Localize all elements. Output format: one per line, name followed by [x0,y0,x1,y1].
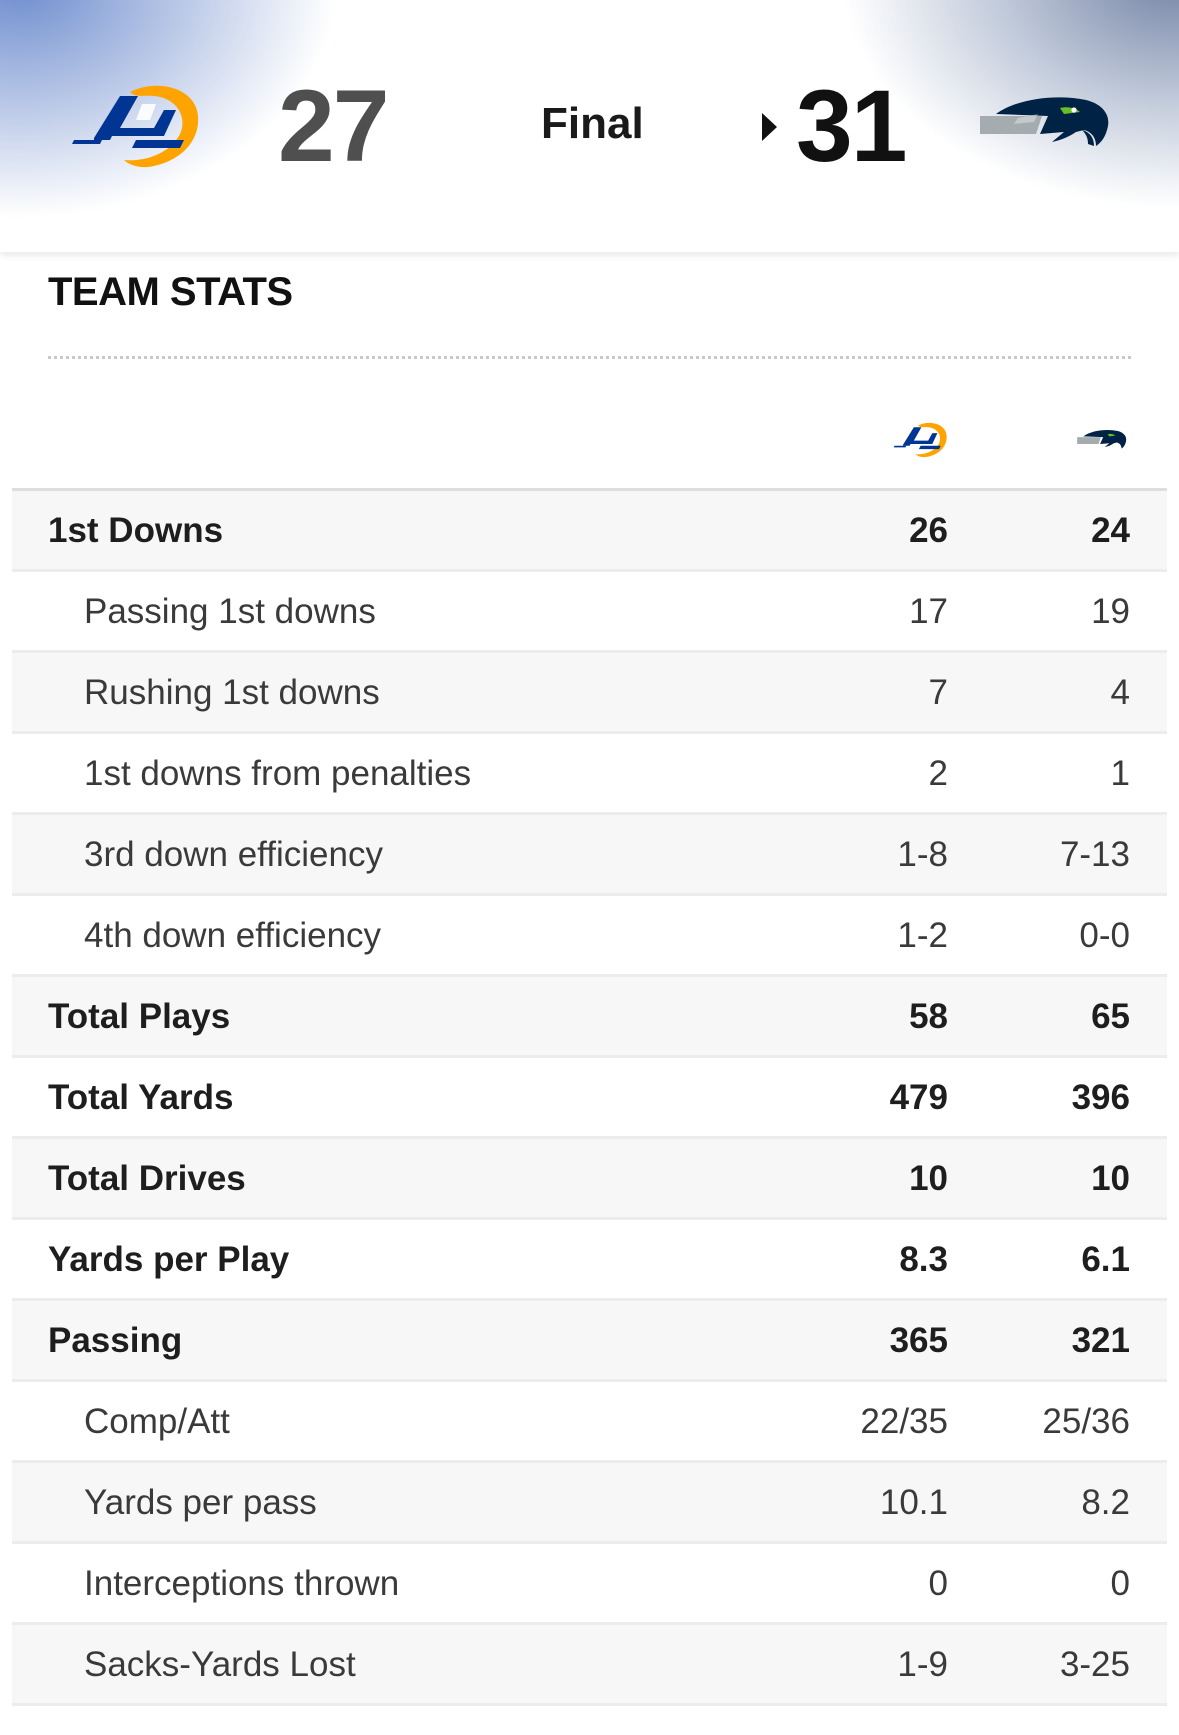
stat-value-away: 2 [928,754,948,793]
stat-label: Passing [48,1321,183,1360]
stat-row: Passing 365 321 [12,1301,1167,1382]
away-team-score: 27 [278,69,389,183]
stat-label: 4th down efficiency [84,916,382,955]
stat-value-home: 6.1 [1081,1240,1130,1279]
stat-value-away: 26 [909,511,948,550]
stat-value-home: 7-13 [1059,835,1130,874]
stat-row: Total Drives 10 10 [12,1139,1167,1220]
stat-value-home: 25/36 [1042,1402,1130,1441]
stat-value-away: 22/35 [860,1402,948,1441]
stat-label: Comp/Att [84,1402,230,1441]
stat-value-away: 10.1 [879,1483,948,1522]
stat-label: Rushing 1st downs [84,673,380,712]
stat-value-home: 4 [1110,673,1130,712]
stat-label: 3rd down efficiency [84,835,383,874]
scoreboard-header: 27 Final 31 [0,0,1179,252]
triangle-right-icon [762,113,777,141]
stat-value-home: 3-25 [1059,1645,1130,1684]
stat-value-away: 1-8 [897,835,948,874]
stat-value-away: 0 [928,1564,948,1603]
stat-value-home: 24 [1091,511,1130,550]
stat-value-away: 58 [909,997,948,1036]
table-header-line [12,488,1167,491]
stat-value-away: 8.3 [899,1240,948,1279]
team-stats-table: 1st Downs 26 24 Passing 1st downs 17 19 Rushin… [12,491,1167,1706]
game-status: Final [541,99,644,148]
stat-value-away: 7 [928,673,948,712]
team-stats-title: TEAM STATS [48,270,293,314]
stat-value-home: 321 [1071,1321,1130,1360]
stat-label: Passing 1st downs [84,592,376,631]
stat-row: 1st downs from penalties 2 1 [12,734,1167,815]
stat-value-home: 0 [1110,1564,1130,1603]
section-divider [48,356,1131,359]
stat-label: 1st downs from penalties [84,754,472,793]
stat-row: 4th down efficiency 1-2 0-0 [12,896,1167,977]
seattle-seahawks-logo-icon[interactable] [978,92,1112,160]
stat-row: Comp/Att 22/35 25/36 [12,1382,1167,1463]
stat-label: Total Plays [48,997,231,1036]
la-rams-logo-icon[interactable] [72,74,202,174]
stat-value-home: 19 [1091,592,1130,631]
stat-row: Rushing 1st downs 7 4 [12,653,1167,734]
stat-value-home: 1 [1110,754,1130,793]
stat-label: Yards per pass [84,1483,317,1522]
stat-row: Total Plays 58 65 [12,977,1167,1058]
stat-row: Total Yards 479 396 [12,1058,1167,1139]
seattle-seahawks-column-icon [1077,430,1127,449]
stat-row: Sacks-Yards Lost 1-9 3-25 [12,1625,1167,1706]
stat-label: Total Yards [48,1078,234,1117]
stat-value-away: 17 [909,592,948,631]
stat-row: 3rd down efficiency 1-8 7-13 [12,815,1167,896]
stat-value-away: 365 [889,1321,948,1360]
stat-label: 1st Downs [48,511,224,550]
stat-value-away: 479 [889,1078,948,1117]
home-team-score: 31 [796,69,907,183]
stat-label: Sacks-Yards Lost [84,1645,356,1684]
stat-value-home: 396 [1071,1078,1130,1117]
stat-label: Interceptions thrown [84,1564,400,1603]
stat-row: Interceptions thrown 0 0 [12,1544,1167,1625]
stat-row: Yards per pass 10.1 8.2 [12,1463,1167,1544]
la-rams-column-icon [893,422,947,458]
stat-value-home: 10 [1091,1159,1130,1198]
home-team-glow [839,0,1179,210]
stat-value-home: 8.2 [1081,1483,1130,1522]
stat-label: Total Drives [48,1159,246,1198]
stat-row: 1st Downs 26 24 [12,491,1167,572]
stat-value-away: 1-9 [897,1645,948,1684]
stat-label: Yards per Play [48,1240,290,1279]
stat-value-home: 0-0 [1079,916,1130,955]
stat-row: Passing 1st downs 17 19 [12,572,1167,653]
stat-row: Yards per Play 8.3 6.1 [12,1220,1167,1301]
stat-value-home: 65 [1091,997,1130,1036]
stat-value-away: 10 [909,1159,948,1198]
stat-value-away: 1-2 [897,916,948,955]
